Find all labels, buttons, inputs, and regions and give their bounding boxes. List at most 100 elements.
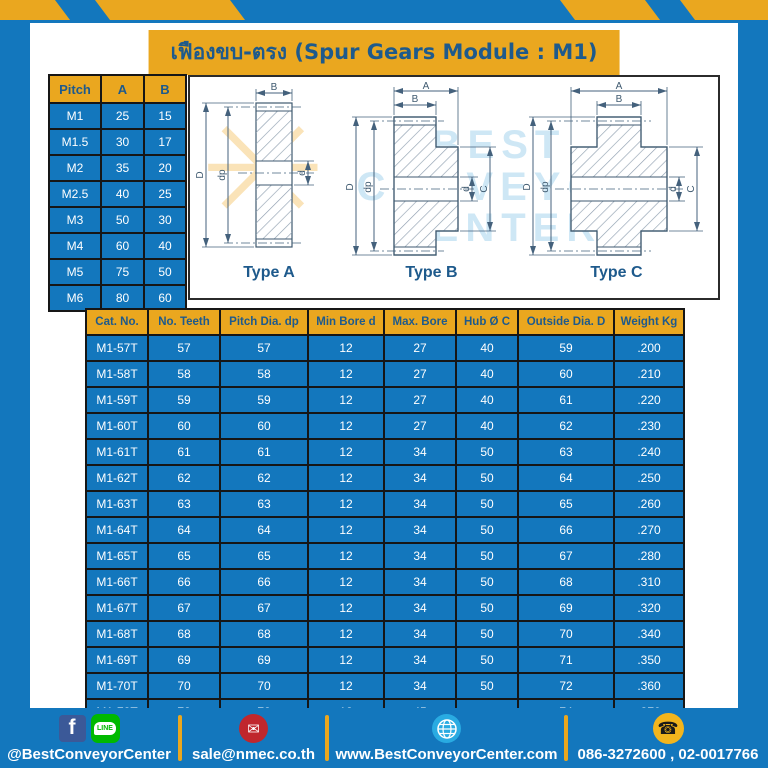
dim-label-dp: dp	[217, 169, 228, 181]
table-cell: 15	[143, 102, 187, 130]
table-cell: 50	[455, 490, 519, 518]
table-cell: 64	[219, 516, 309, 544]
dim-label-D: D	[195, 171, 206, 178]
dim-label-D: D	[522, 183, 533, 190]
table-cell: M1-61T	[85, 438, 149, 466]
table-cell: 40	[455, 334, 519, 362]
table-row: M1-60T 60 60 12 27 40 62.230	[85, 412, 685, 440]
table-cell: 12	[307, 620, 385, 648]
table-cell: 27	[383, 360, 457, 388]
table-cell: 50	[455, 464, 519, 492]
table-cell: 72	[517, 672, 615, 700]
table-cell: 69	[219, 646, 309, 674]
spec-table-header-row: Cat. No. No. Teeth Pitch Dia. dp Min Bore d…	[85, 308, 685, 336]
table-cell: M1-62T	[85, 464, 149, 492]
table-cell: .200	[613, 334, 685, 362]
table-cell: 34	[383, 438, 457, 466]
footer-email-section: ✉ sale@nmec.co.th	[182, 708, 325, 768]
footer: f LINE @BestConveyorCenter ✉ sale@nmec.c…	[0, 708, 768, 768]
dim-label-c: C	[479, 185, 490, 192]
type-c-figure: A B D dp d	[519, 81, 714, 282]
dim-label-d: d	[461, 186, 472, 192]
drawings-panel: ✳ BEST CONVEYOR CENTER	[188, 75, 720, 300]
table-cell: .340	[613, 620, 685, 648]
table-cell: 70	[219, 672, 309, 700]
footer-social-section: f LINE @BestConveyorCenter	[0, 708, 178, 768]
table-cell: 59	[147, 386, 221, 414]
phone-text: 086-3272600 , 02-0017766	[577, 746, 759, 763]
table-row: M1 25 15	[48, 102, 187, 130]
table-cell: 40	[455, 412, 519, 440]
table-cell: 63	[517, 438, 615, 466]
table-cell: 57	[147, 334, 221, 362]
column-header: Cat. No.	[85, 308, 149, 336]
table-cell: 61	[517, 386, 615, 414]
table-cell: M1-67T	[85, 594, 149, 622]
type-b-drawing: A B D dp d	[345, 81, 496, 256]
table-row: M1-68T 68 68 12 34 50 70.340	[85, 620, 685, 648]
page-title: เฟืองขบ-ตรง (Spur Gears Module : M1)	[148, 30, 620, 75]
table-cell: 12	[307, 594, 385, 622]
table-cell: 64	[517, 464, 615, 492]
table-cell: 34	[383, 542, 457, 570]
column-header: A	[100, 74, 145, 104]
table-row: M1-63T 63 63 12 34 50 65.260	[85, 490, 685, 518]
table-cell: M5	[48, 258, 102, 286]
table-cell: .210	[613, 360, 685, 388]
dim-label-b: B	[271, 82, 278, 93]
social-handle: @BestConveyorCenter	[7, 746, 171, 763]
table-cell: 63	[219, 490, 309, 518]
table-cell: 12	[307, 386, 385, 414]
column-header: Min Bore d	[307, 308, 385, 336]
table-cell: 12	[307, 568, 385, 596]
table-row: M5 75 50	[48, 258, 187, 286]
table-cell: .230	[613, 412, 685, 440]
table-cell: 66	[517, 516, 615, 544]
table-cell: 68	[147, 620, 221, 648]
table-cell: M1-58T	[85, 360, 149, 388]
table-cell: 50	[143, 258, 187, 286]
table-row: M1-64T 64 64 12 34 50 66.270	[85, 516, 685, 544]
dim-label-b: B	[412, 94, 419, 105]
column-header: Weight Kg	[613, 308, 685, 336]
table-cell: 25	[143, 180, 187, 208]
table-cell: 63	[147, 490, 221, 518]
table-cell: 34	[383, 568, 457, 596]
table-cell: 50	[100, 206, 145, 234]
globe-icon	[432, 714, 461, 743]
line-icon-text: LINE	[94, 722, 116, 735]
content-panel: เฟืองขบ-ตรง (Spur Gears Module : M1) Pit…	[30, 23, 738, 726]
table-cell: M2	[48, 154, 102, 182]
table-cell: 34	[383, 594, 457, 622]
table-cell: 30	[100, 128, 145, 156]
table-cell: .250	[613, 464, 685, 492]
hazard-stripes	[0, 0, 768, 20]
column-header: Pitch Dia. dp	[219, 308, 309, 336]
table-cell: 12	[307, 542, 385, 570]
table-cell: 12	[307, 672, 385, 700]
table-cell: 64	[147, 516, 221, 544]
type-a-label: Type A	[243, 264, 295, 281]
website-text: www.BestConveyorCenter.com	[335, 746, 558, 763]
table-cell: 69	[147, 646, 221, 674]
type-a-drawing: B D dp d	[195, 82, 314, 248]
footer-website-section: www.BestConveyorCenter.com	[329, 708, 564, 768]
table-cell: 50	[455, 594, 519, 622]
table-cell: 50	[455, 438, 519, 466]
table-cell: 65	[219, 542, 309, 570]
table-cell: 71	[517, 646, 615, 674]
table-cell: 34	[383, 620, 457, 648]
dim-label-a: A	[616, 81, 623, 92]
table-cell: 58	[147, 360, 221, 388]
table-row: M2.5 40 25	[48, 180, 187, 208]
table-cell: .260	[613, 490, 685, 518]
footer-divider	[325, 715, 329, 761]
dim-label-b: B	[616, 94, 623, 105]
column-header: No. Teeth	[147, 308, 221, 336]
type-b-figure: A B D dp d	[344, 81, 519, 282]
column-header: Outside Dia. D	[517, 308, 615, 336]
table-cell: M1-68T	[85, 620, 149, 648]
table-cell: M1-69T	[85, 646, 149, 674]
table-cell: 69	[517, 594, 615, 622]
table-cell: M2.5	[48, 180, 102, 208]
